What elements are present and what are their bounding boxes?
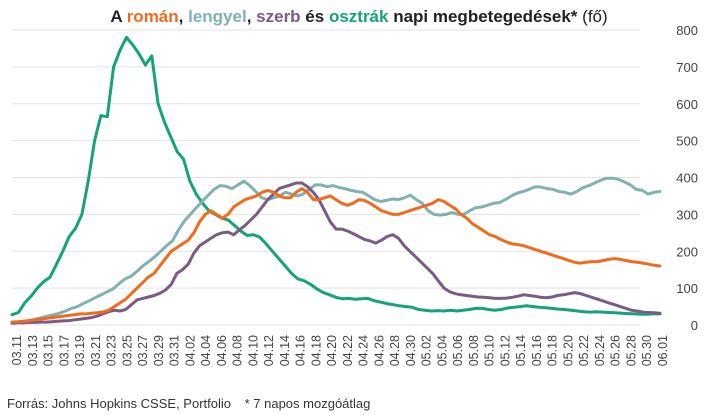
x-tick-label: 03.19 xyxy=(73,335,87,366)
x-tick-label: 04.12 xyxy=(262,335,276,366)
y-tick-label: 600 xyxy=(676,97,698,112)
x-tick-label: 05.04 xyxy=(435,335,449,366)
title-part: A xyxy=(110,7,126,26)
x-tick-label: 03.17 xyxy=(57,335,71,366)
y-tick-label: 0 xyxy=(691,318,698,333)
x-tick-label: 03.25 xyxy=(120,335,134,366)
title-part: és xyxy=(301,7,329,26)
x-tick-label: 04.24 xyxy=(357,335,371,366)
x-tick-label: 05.06 xyxy=(451,335,465,366)
x-tick-label: 04.06 xyxy=(215,335,229,366)
title-part: , xyxy=(179,7,188,26)
x-tick-label: 04.04 xyxy=(199,335,213,366)
x-tick-label: 05.22 xyxy=(577,335,591,366)
x-tick-label: 05.10 xyxy=(483,335,497,366)
chart-title: A román, lengyel, szerb és osztrák napi … xyxy=(110,7,607,26)
title-part: lengyel xyxy=(188,7,247,26)
source-footer: Forrás: Johns Hopkins CSSE, Portfolio * … xyxy=(7,396,380,411)
title-part: , xyxy=(247,7,256,26)
series-lines xyxy=(10,35,662,325)
source-text: Forrás: Johns Hopkins CSSE, Portfolio xyxy=(7,396,231,411)
y-axis-ticks: 0 100 200 300 400 500 600 700 800 xyxy=(676,23,698,333)
x-tick-label: 05.30 xyxy=(640,335,654,366)
y-tick-label: 400 xyxy=(676,171,698,186)
x-tick-label: 04.26 xyxy=(372,335,386,366)
gridlines xyxy=(12,29,640,326)
x-tick-label: 05.24 xyxy=(593,335,607,366)
x-tick-label: 05.02 xyxy=(420,335,434,366)
x-tick-label: 04.08 xyxy=(231,335,245,366)
x-tick-label: 04.16 xyxy=(294,335,308,366)
series-line-szerb xyxy=(10,181,662,325)
x-tick-label: 03.21 xyxy=(89,335,103,366)
x-tick-label: 04.14 xyxy=(278,335,292,366)
x-tick-label: 05.14 xyxy=(514,335,528,366)
x-tick-label: 04.22 xyxy=(341,335,355,366)
x-tick-label: 04.10 xyxy=(246,335,260,366)
title-part: (fő) xyxy=(577,7,607,26)
y-tick-label: 700 xyxy=(676,60,698,75)
title-part: román xyxy=(127,7,179,26)
x-tick-label: 03.29 xyxy=(152,335,166,366)
title-part: osztrák xyxy=(329,7,389,26)
y-tick-label: 800 xyxy=(676,23,698,38)
x-tick-label: 03.27 xyxy=(136,335,150,366)
x-tick-label: 05.26 xyxy=(609,335,623,366)
series-line-lengyel xyxy=(10,176,662,325)
y-tick-label: 500 xyxy=(676,134,698,149)
y-tick-label: 200 xyxy=(676,244,698,259)
footnote-text: * 7 napos mozgóátlag xyxy=(244,396,371,411)
title-part: szerb xyxy=(256,7,300,26)
series-line-román xyxy=(10,187,662,324)
x-tick-label: 04.30 xyxy=(404,335,418,366)
title-part: napi megbetegedések* xyxy=(388,7,577,26)
x-tick-label: 05.08 xyxy=(467,335,481,366)
x-tick-label: 03.11 xyxy=(10,335,24,365)
x-tick-label: 04.20 xyxy=(325,335,339,366)
x-tick-label: 05.12 xyxy=(498,335,512,366)
x-tick-label: 06.01 xyxy=(656,335,670,366)
x-tick-label: 04.02 xyxy=(183,335,197,366)
x-tick-label: 04.28 xyxy=(388,335,402,366)
x-tick-label: 05.18 xyxy=(546,335,560,366)
x-tick-label: 03.31 xyxy=(168,335,182,366)
x-tick-label: 05.20 xyxy=(561,335,575,366)
x-tick-label: 03.13 xyxy=(26,335,40,366)
x-tick-label: 05.16 xyxy=(530,335,544,366)
y-tick-label: 100 xyxy=(676,281,698,296)
x-tick-label: 03.23 xyxy=(105,335,119,366)
series-line-osztrák xyxy=(10,35,662,317)
x-axis-ticks: 03.11 03.13 03.15 03.17 03.19 03.21 03.23 03.25… xyxy=(10,335,670,366)
y-tick-label: 300 xyxy=(676,207,698,222)
x-tick-label: 03.15 xyxy=(42,335,56,366)
x-tick-label: 04.18 xyxy=(309,335,323,366)
x-tick-label: 05.28 xyxy=(624,335,638,366)
